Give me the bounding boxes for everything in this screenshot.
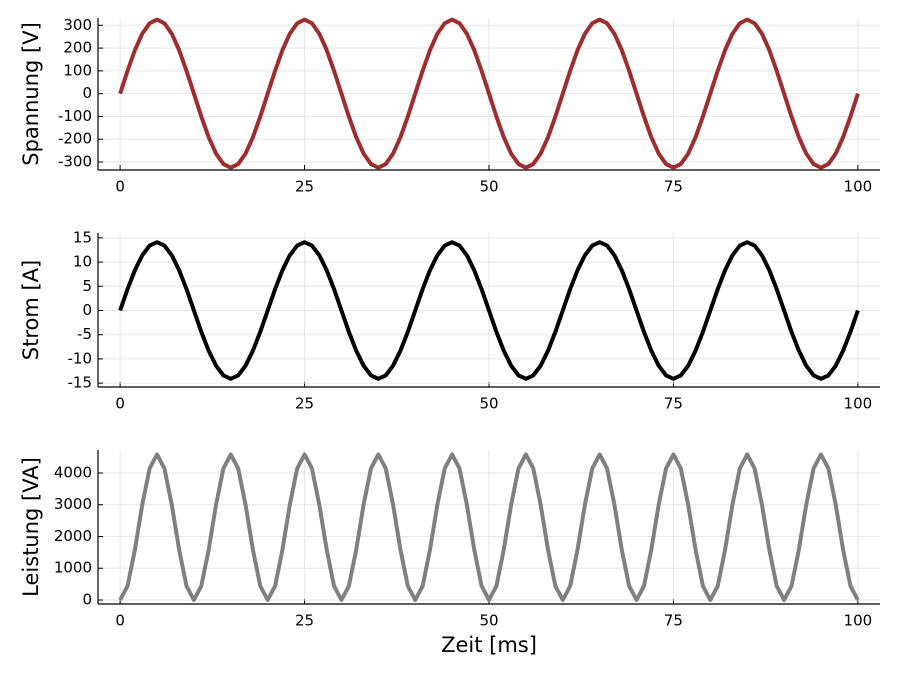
y-axis-label: Leistung [VA] — [19, 457, 43, 597]
y-tick-label: -300 — [58, 153, 92, 171]
data-line — [118, 452, 860, 602]
x-tick-label: 50 — [479, 612, 498, 630]
y-tick-label: -15 — [68, 374, 93, 392]
x-tick-label: 25 — [295, 612, 314, 630]
data-line — [118, 17, 860, 170]
y-tick-label: 200 — [63, 39, 92, 57]
x-tick-label: 0 — [115, 178, 125, 196]
x-tick-label: 75 — [664, 612, 683, 630]
y-tick-label: 0 — [82, 590, 92, 608]
x-tick-label: 100 — [844, 395, 873, 413]
y-axis-label: Spannung [V] — [19, 22, 43, 166]
y-axis-label: Strom [A] — [19, 260, 43, 360]
y-tick-label: 1000 — [54, 559, 92, 577]
x-tick-label: 0 — [115, 395, 125, 413]
x-tick-label: 0 — [115, 612, 125, 630]
y-tick-label: 15 — [73, 228, 92, 246]
y-tick-label: -5 — [77, 325, 92, 343]
y-tick-label: 5 — [82, 277, 92, 295]
y-tick-label: -10 — [68, 349, 93, 367]
x-tick-label: 75 — [664, 395, 683, 413]
x-tick-label: 75 — [664, 178, 683, 196]
y-tick-label: -100 — [58, 107, 92, 125]
y-tick-label: 3000 — [54, 495, 92, 513]
x-tick-label: 50 — [479, 178, 498, 196]
x-tick-label: 50 — [479, 395, 498, 413]
y-tick-label: 300 — [63, 16, 92, 34]
x-tick-label: 100 — [844, 612, 873, 630]
y-tick-label: 100 — [63, 61, 92, 79]
x-tick-label: 25 — [295, 395, 314, 413]
y-tick-label: 0 — [82, 301, 92, 319]
x-axis-label: Zeit [ms] — [441, 633, 537, 657]
x-tick-label: 100 — [844, 178, 873, 196]
y-tick-label: 2000 — [54, 527, 92, 545]
y-tick-label: 10 — [73, 253, 92, 271]
y-tick-label: 0 — [82, 84, 92, 102]
data-line — [118, 240, 860, 381]
y-tick-label: 4000 — [54, 463, 92, 481]
x-tick-label: 25 — [295, 178, 314, 196]
y-tick-label: -200 — [58, 130, 92, 148]
